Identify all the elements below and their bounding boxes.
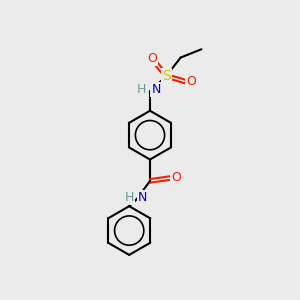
Text: H: H: [124, 191, 134, 204]
Text: H: H: [137, 83, 146, 97]
Text: O: O: [147, 52, 157, 65]
Text: O: O: [186, 75, 196, 88]
Text: S: S: [162, 69, 171, 83]
Text: N: N: [138, 191, 147, 204]
Text: O: O: [171, 171, 181, 184]
Text: N: N: [151, 83, 160, 97]
